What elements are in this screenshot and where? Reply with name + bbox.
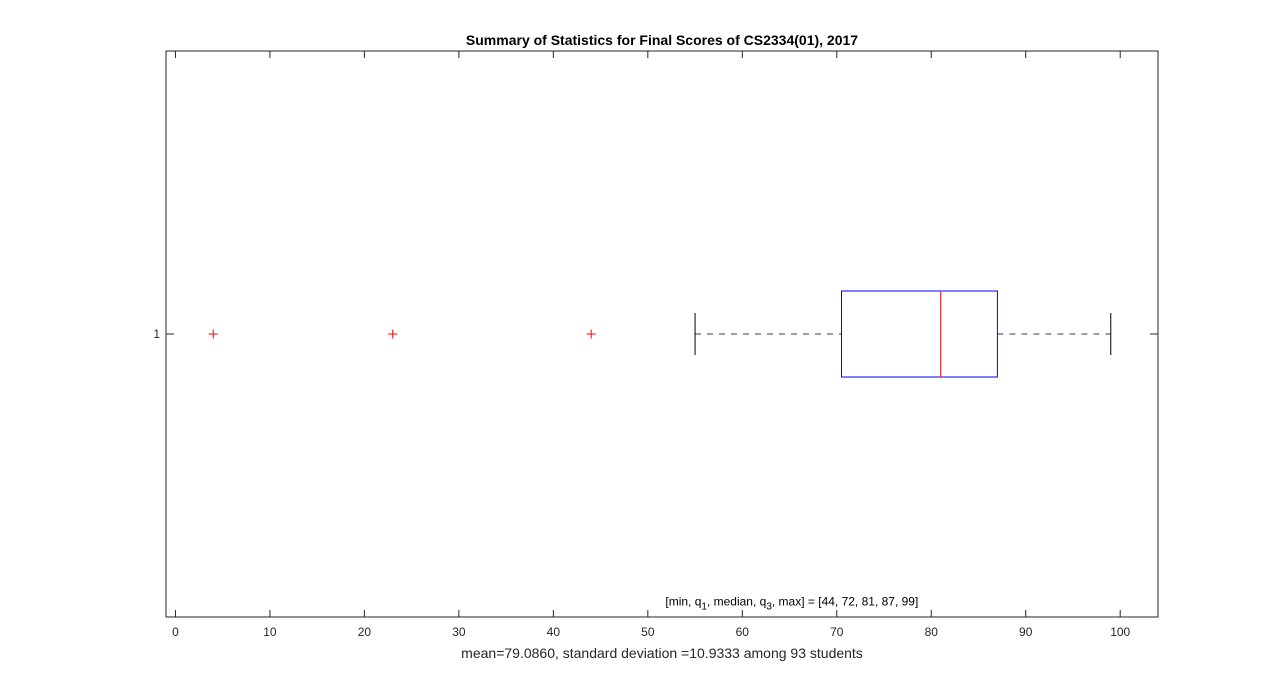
chart-title: Summary of Statistics for Final Scores o… <box>466 32 858 48</box>
plot-area <box>165 50 1159 618</box>
x-tick-label: 10 <box>263 625 277 639</box>
x-tick-label: 40 <box>547 625 561 639</box>
x-tick-label: 100 <box>1110 625 1130 639</box>
x-axis-ticks: 0 10 20 30 40 50 60 70 80 90 100 <box>172 51 1131 639</box>
x-tick-label: 0 <box>172 625 179 639</box>
x-tick-label: 70 <box>830 625 844 639</box>
x-tick-label: 80 <box>925 625 939 639</box>
x-tick-label: 60 <box>736 625 750 639</box>
x-tick-label: 90 <box>1019 625 1033 639</box>
annotation-text: , max] = [44, 72, 81, 87, 99] <box>772 595 918 609</box>
x-tick-label: 50 <box>641 625 655 639</box>
subscript: 3 <box>766 602 772 613</box>
stats-annotation: [min, q1, median, q3, max] = [44, 72, 81… <box>665 595 918 613</box>
iqr-box <box>841 290 998 378</box>
boxplot-marks <box>208 290 1112 378</box>
x-tick-label: 30 <box>452 625 466 639</box>
y-axis-ticks: 1 <box>153 327 1158 341</box>
outlier-marker <box>208 329 218 339</box>
y-tick-label: 1 <box>153 327 160 341</box>
annotation-text: , median, q <box>707 595 766 609</box>
x-axis-label: mean=79.0860, standard deviation =10.933… <box>461 645 863 661</box>
outlier-marker <box>388 329 398 339</box>
subscript: 1 <box>701 602 707 613</box>
outlier-marker <box>586 329 596 339</box>
x-tick-label: 20 <box>358 625 372 639</box>
annotation-text: [min, q <box>665 595 701 609</box>
